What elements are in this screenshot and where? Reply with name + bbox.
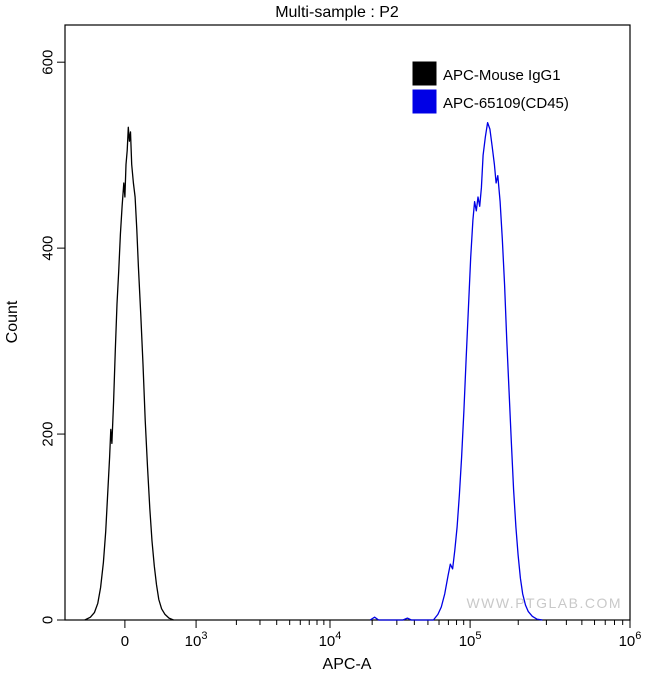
legend-swatch-igg1 bbox=[412, 61, 437, 86]
plot-area bbox=[64, 24, 631, 621]
y-tick-label: 0 bbox=[40, 616, 57, 624]
y-tick-label: 400 bbox=[40, 236, 57, 261]
chart-title: Multi-sample : P2 bbox=[275, 4, 399, 21]
x-tick-label: 105 bbox=[459, 630, 482, 650]
axis-ticks: 0 200 400 600 0 103 104 105 106 bbox=[40, 50, 642, 650]
y-tick-label: 600 bbox=[40, 50, 57, 75]
legend-label-igg1: APC-Mouse IgG1 bbox=[443, 67, 561, 84]
x-axis-label: APC-A bbox=[323, 656, 372, 673]
legend: APC-Mouse IgG1 APC-65109(CD45) bbox=[412, 61, 569, 114]
y-axis-label: Count bbox=[4, 300, 21, 343]
histogram-curves bbox=[84, 121, 543, 621]
x-tick-label: 103 bbox=[185, 630, 208, 650]
series-curve-apc-65109-cd45- bbox=[369, 121, 543, 621]
x-tick-label: 0 bbox=[121, 633, 129, 650]
y-tick-label: 200 bbox=[40, 422, 57, 447]
legend-label-cd45: APC-65109(CD45) bbox=[443, 95, 569, 112]
x-tick-label: 106 bbox=[619, 630, 642, 650]
legend-swatch-cd45 bbox=[412, 89, 437, 114]
x-tick-label: 104 bbox=[319, 630, 342, 650]
series-curve-apc-mouse-igg1 bbox=[84, 126, 174, 621]
watermark: WWW.PTGLAB.COM bbox=[466, 595, 622, 611]
